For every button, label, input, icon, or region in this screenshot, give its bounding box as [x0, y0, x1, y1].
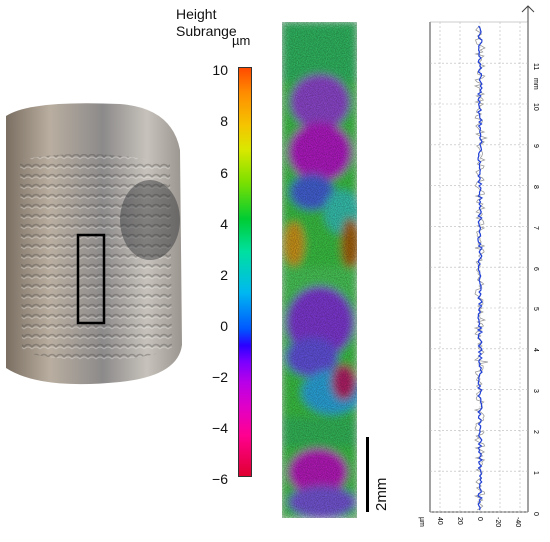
y-tick-label: 3: [532, 389, 539, 393]
x-tick-labels: 40 20 0 -20 -40: [436, 517, 521, 527]
sample-photo: [6, 103, 182, 385]
y-tick-label: 6: [532, 267, 539, 271]
height-map: [282, 22, 357, 518]
scale-bar-label: 2mm: [373, 477, 390, 511]
highlight-box: [76, 233, 106, 325]
colorbar-tick: −2: [212, 369, 228, 385]
y-tick-label: 2: [532, 430, 539, 434]
x-tick-label: 20: [456, 517, 463, 525]
colorbar-tick: 8: [220, 113, 228, 129]
y-tick-label: 9: [532, 144, 539, 148]
x-tick-label: -40: [514, 517, 521, 527]
scale-bar: [366, 437, 369, 512]
x-tick-label: 40: [436, 517, 443, 525]
colorbar-gradient: [238, 67, 252, 477]
colorbar-tick: −4: [212, 420, 228, 436]
y-tick-labels: 11 10 9 8 7 6 5 4 3 2 1 0: [532, 63, 539, 516]
colorbar-tick: −6: [212, 471, 228, 487]
colorbar-title-line1: Height: [176, 6, 217, 22]
axis-arrow-icon: [521, 5, 535, 22]
y-tick-label: 1: [532, 471, 539, 475]
y-tick-label: 5: [532, 307, 539, 311]
x-tick-label: 0: [476, 517, 483, 521]
y-tick-label: 7: [532, 226, 539, 230]
y-tick-label: 8: [532, 185, 539, 189]
y-tick-label: 4: [532, 348, 539, 352]
y-axis-unit: mm: [532, 78, 539, 90]
colorbar-unit: µm: [232, 33, 251, 48]
filtered-profile-trace: [476, 25, 484, 511]
colorbar-tick: 6: [220, 165, 228, 181]
colorbar-tick: 0: [220, 318, 228, 334]
colorbar-tick: 2: [220, 267, 228, 283]
colorbar-tick: 10: [212, 62, 228, 78]
colorbar-title: Height Subrange: [176, 6, 237, 40]
colorbar-title-line2: Subrange: [176, 23, 237, 39]
x-tick-label: -20: [494, 517, 501, 527]
colorbar-tick: 4: [220, 216, 228, 232]
y-tick-label: 10: [532, 103, 539, 111]
profile-plot: 11 10 9 8 7 6 5 4 3 2 1 0 mm 40 20 0 -20…: [418, 5, 539, 527]
y-tick-label: 0: [532, 512, 539, 516]
y-tick-label: 11: [532, 63, 539, 70]
x-axis-unit: µm: [418, 517, 425, 527]
raw-profile-trace: [473, 25, 489, 511]
